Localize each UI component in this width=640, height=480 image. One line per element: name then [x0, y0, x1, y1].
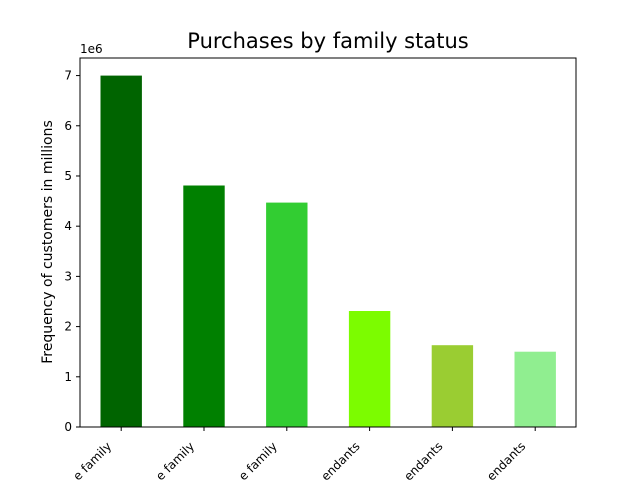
- bar-2: [183, 185, 225, 427]
- bars-group: [100, 75, 556, 427]
- bar-3: [266, 202, 308, 427]
- bar-1: [100, 75, 142, 427]
- plot-area-frame: [79, 57, 577, 428]
- y-axis: 0 1 2 3 4 5 6 7: [64, 69, 80, 434]
- y-tick-label-3: 3: [64, 269, 72, 283]
- bar-4: [348, 311, 391, 427]
- y-tick-label-7: 7: [64, 69, 72, 83]
- y-tick-label-1: 1: [64, 370, 72, 384]
- y-tick-label-5: 5: [64, 169, 72, 183]
- bar-6: [514, 351, 556, 427]
- y-tick-label-0: 0: [64, 420, 72, 434]
- y-tick-label-4: 4: [64, 219, 72, 233]
- y-tick-label-2: 2: [64, 320, 72, 334]
- y-tick-label-6: 6: [64, 119, 72, 133]
- chart-title: Purchases by family status: [187, 29, 468, 53]
- bar-5: [431, 345, 474, 427]
- y-axis-label: Frequency of customers in millions: [40, 120, 56, 364]
- y-offset-label: 1e6: [80, 42, 103, 56]
